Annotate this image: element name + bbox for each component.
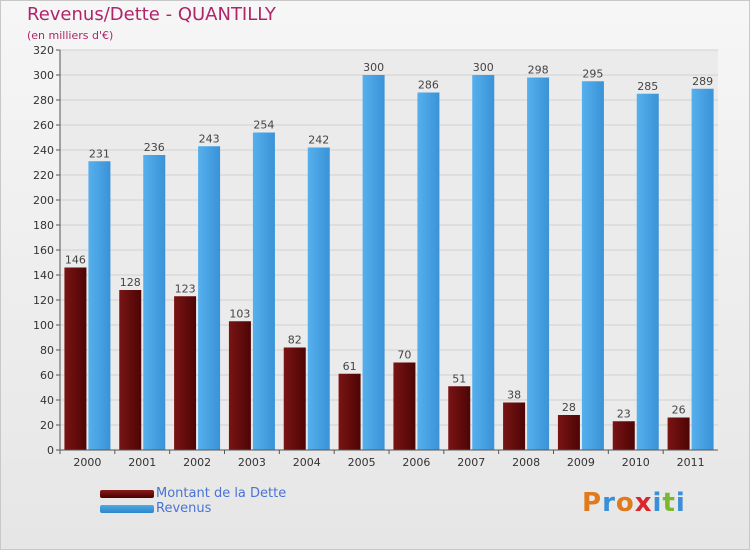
y-tick-label: 180 <box>33 219 54 232</box>
data-label-dette: 128 <box>120 276 141 289</box>
y-tick-label: 40 <box>40 394 54 407</box>
x-tick-label: 2001 <box>128 456 156 469</box>
y-tick-label: 20 <box>40 419 54 432</box>
data-label-revenus: 295 <box>582 67 603 80</box>
logo-letter: P <box>582 488 603 518</box>
y-tick-label: 100 <box>33 319 54 332</box>
y-tick-label: 240 <box>33 144 54 157</box>
bar-dette <box>174 296 197 450</box>
bar-revenus <box>143 155 166 450</box>
bar-revenus <box>362 75 385 450</box>
data-label-revenus: 242 <box>308 134 329 147</box>
x-tick-label: 2007 <box>457 456 485 469</box>
y-tick-label: 0 <box>47 444 54 457</box>
chart-title: Revenus/Dette - QUANTILLY <box>27 4 276 25</box>
bar-revenus <box>581 81 604 450</box>
x-tick-label: 2006 <box>402 456 430 469</box>
x-tick-label: 2009 <box>567 456 595 469</box>
x-tick-label: 2003 <box>238 456 266 469</box>
data-label-revenus: 236 <box>144 141 165 154</box>
data-label-dette: 61 <box>343 360 357 373</box>
data-label-dette: 28 <box>562 401 576 414</box>
bar-dette <box>393 362 416 450</box>
x-tick-label: 2011 <box>677 456 705 469</box>
bar-dette <box>228 321 251 450</box>
legend-swatch-debt <box>100 489 154 498</box>
y-tick-label: 320 <box>33 44 54 57</box>
legend: Montant de la Dette Revenus <box>100 486 286 516</box>
bar-dette <box>119 290 142 450</box>
data-label-revenus: 231 <box>89 147 110 160</box>
bar-revenus <box>527 77 550 450</box>
legend-item-revenus: Revenus <box>100 501 286 516</box>
data-label-dette: 26 <box>672 404 686 417</box>
bar-revenus <box>417 92 440 450</box>
x-tick-label: 2000 <box>73 456 101 469</box>
bar-revenus <box>691 88 714 450</box>
data-label-revenus: 300 <box>473 61 494 74</box>
data-label-revenus: 243 <box>199 132 220 145</box>
bar-dette <box>64 267 87 450</box>
data-label-dette: 23 <box>617 407 631 420</box>
logo-letter: x <box>634 488 653 518</box>
bar-dette <box>448 386 471 450</box>
logo-letter: i <box>652 488 663 518</box>
x-tick-label: 2004 <box>293 456 321 469</box>
y-tick-label: 220 <box>33 169 54 182</box>
proxiti-logo: Proxiti <box>582 488 686 518</box>
data-label-revenus: 289 <box>692 75 713 88</box>
y-tick-label: 80 <box>40 344 54 357</box>
bar-dette <box>503 402 526 450</box>
data-label-dette: 82 <box>288 334 302 347</box>
bar-dette <box>612 421 635 450</box>
data-label-dette: 123 <box>175 282 196 295</box>
logo-letter: o <box>615 488 635 518</box>
data-label-revenus: 286 <box>418 79 439 92</box>
bar-dette <box>667 417 690 450</box>
x-tick-label: 2010 <box>622 456 650 469</box>
data-label-dette: 38 <box>507 389 521 402</box>
y-tick-label: 260 <box>33 119 54 132</box>
bar-dette <box>338 373 361 450</box>
legend-swatch-revenus <box>100 504 154 513</box>
bar-revenus <box>252 132 275 450</box>
y-tick-label: 300 <box>33 69 54 82</box>
data-label-dette: 70 <box>397 349 411 362</box>
y-tick-label: 140 <box>33 269 54 282</box>
data-label-revenus: 298 <box>528 64 549 77</box>
y-tick-label: 120 <box>33 294 54 307</box>
bar-dette <box>557 415 580 450</box>
data-label-dette: 103 <box>229 307 250 320</box>
data-label-dette: 51 <box>452 372 466 385</box>
bar-revenus <box>198 146 221 450</box>
legend-item-debt: Montant de la Dette <box>100 486 286 501</box>
bar-revenus <box>636 93 659 450</box>
y-tick-label: 160 <box>33 244 54 257</box>
data-label-revenus: 254 <box>253 119 274 132</box>
x-tick-label: 2005 <box>348 456 376 469</box>
data-label-dette: 146 <box>65 254 86 267</box>
legend-label-debt: Montant de la Dette <box>156 486 287 501</box>
y-tick-label: 60 <box>40 369 54 382</box>
x-tick-label: 2008 <box>512 456 540 469</box>
logo-letter: i <box>675 488 686 518</box>
data-label-revenus: 285 <box>637 80 658 93</box>
chart-subtitle: (en milliers d'€) <box>27 29 114 42</box>
data-label-revenus: 300 <box>363 61 384 74</box>
bar-dette <box>283 347 306 450</box>
x-tick-label: 2002 <box>183 456 211 469</box>
logo-letter: t <box>662 488 676 518</box>
logo-letter: r <box>602 488 616 518</box>
bar-revenus <box>472 75 495 450</box>
legend-label-revenus: Revenus <box>156 501 212 516</box>
bar-revenus <box>88 161 111 450</box>
y-tick-label: 200 <box>33 194 54 207</box>
y-tick-label: 280 <box>33 94 54 107</box>
bar-revenus <box>307 147 330 450</box>
